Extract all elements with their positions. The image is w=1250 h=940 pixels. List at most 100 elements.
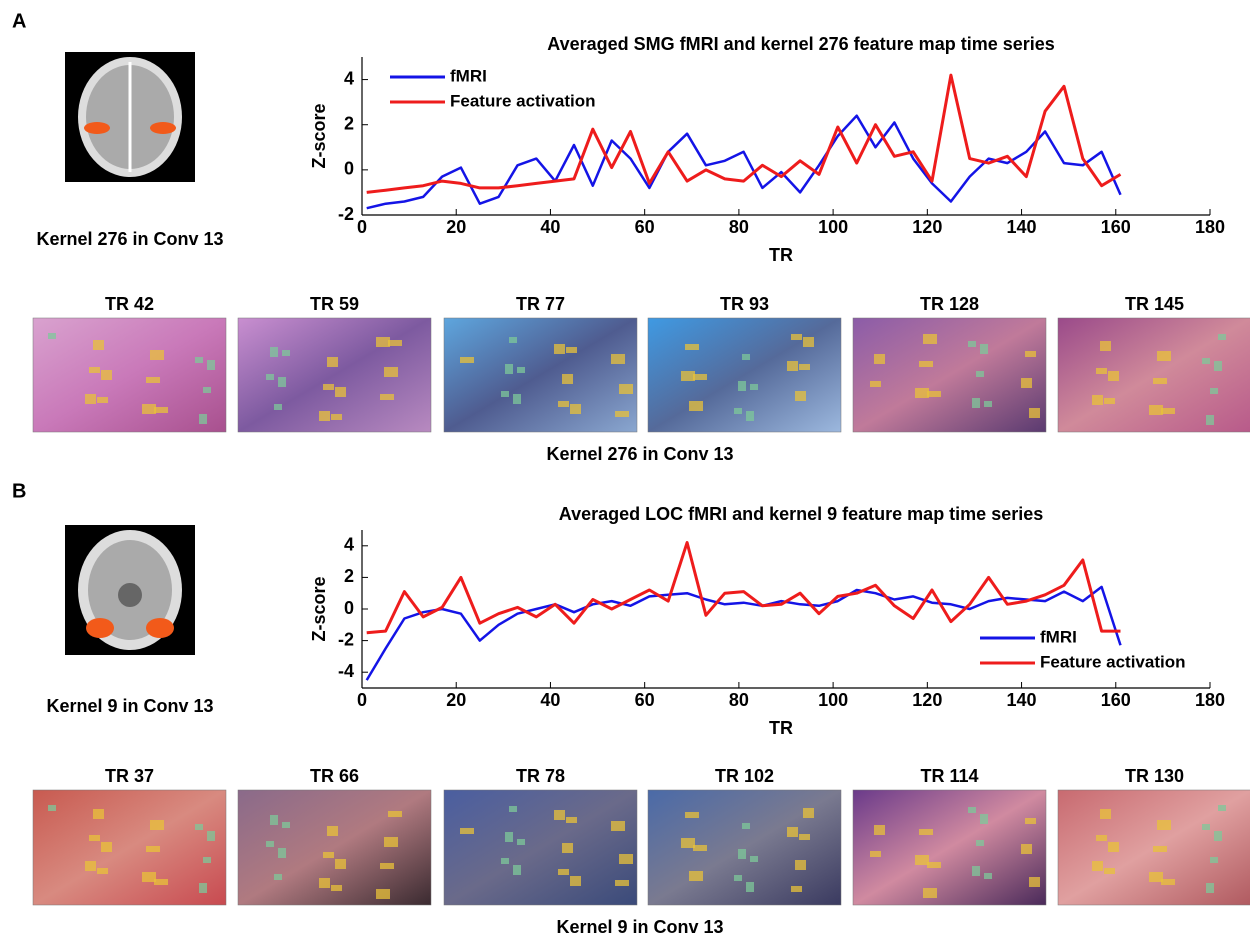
y-tick-label: 4 — [344, 535, 354, 555]
activation-patch — [388, 811, 402, 817]
series-line — [365, 585, 1122, 681]
activation-patch — [331, 414, 342, 420]
x-tick-label: 40 — [540, 690, 560, 710]
activation-patch — [915, 855, 929, 865]
y-axis-label: Z-score — [309, 576, 329, 641]
x-tick-label: 0 — [357, 217, 367, 237]
frame-label: TR 66 — [310, 766, 359, 786]
frame-label: TR 42 — [105, 294, 154, 314]
activation-patch — [1100, 341, 1111, 351]
activation-patch — [89, 367, 100, 373]
activation-patch — [505, 364, 513, 374]
activation-patch — [319, 878, 330, 888]
activation-patch — [1149, 872, 1163, 882]
video-frame — [32, 317, 227, 433]
y-tick-label: -2 — [338, 629, 354, 649]
activation-patch — [388, 340, 402, 346]
activation-patch — [611, 354, 625, 364]
activation-patch — [976, 371, 984, 377]
activation-patch — [795, 860, 806, 870]
frame-label: TR 128 — [920, 294, 979, 314]
activation-patch — [874, 354, 885, 364]
activation-patch — [323, 384, 334, 390]
brain-caption: Kernel 9 in Conv 13 — [46, 696, 213, 716]
activation-patch — [1206, 883, 1214, 893]
activation-patch — [972, 398, 980, 408]
activation-patch — [750, 856, 758, 862]
activation-patch — [154, 407, 168, 413]
activation-patch — [513, 865, 521, 875]
frame-label: TR 130 — [1125, 766, 1184, 786]
activation-patch — [323, 852, 334, 858]
activation-patch — [1021, 378, 1032, 388]
activation-patch — [923, 334, 937, 344]
activation-patch — [266, 374, 274, 380]
activation-patch — [154, 879, 168, 885]
activation-patch — [554, 344, 565, 354]
activation-patch — [799, 364, 810, 370]
activation-patch — [968, 341, 976, 347]
activation-patch — [501, 391, 509, 397]
activation-patch — [195, 357, 203, 363]
chart-title: Averaged SMG fMRI and kernel 276 feature… — [547, 34, 1055, 54]
video-frame — [647, 789, 842, 906]
activation-patch — [1100, 809, 1111, 819]
activation-patch — [460, 828, 474, 834]
video-frame — [443, 317, 638, 433]
activation-patch — [150, 820, 164, 830]
activation-patch — [270, 815, 278, 825]
activation-patch — [738, 381, 746, 391]
x-tick-label: 80 — [729, 690, 749, 710]
activation-patch — [980, 344, 988, 354]
activation-patch — [611, 821, 625, 831]
activation-patch — [274, 874, 282, 880]
activation-patch — [1025, 818, 1036, 824]
activation-patch — [693, 374, 707, 380]
activation-patch — [919, 829, 933, 835]
activation-patch — [972, 866, 980, 876]
y-tick-label: 0 — [344, 159, 354, 179]
activation-patch — [380, 863, 394, 869]
frames-caption: Kernel 9 in Conv 13 — [556, 917, 723, 937]
activation-patch — [799, 834, 810, 840]
activation-patch — [1218, 334, 1226, 340]
activation-patch — [150, 350, 164, 360]
series-line — [366, 114, 1122, 210]
activation-patch — [750, 384, 758, 390]
activation-patch — [1161, 408, 1175, 414]
activation-patch — [915, 388, 929, 398]
y-tick-label: 0 — [344, 598, 354, 618]
activation-patch — [742, 354, 750, 360]
activation-patch — [1149, 405, 1163, 415]
activation-patch — [566, 347, 577, 353]
activation-patch — [689, 401, 703, 411]
activation-patch — [619, 384, 633, 394]
activation-patch — [146, 846, 160, 852]
activation-patch — [274, 404, 282, 410]
activation-patch — [335, 387, 346, 397]
activation-patch — [278, 377, 286, 387]
activation-patch — [282, 822, 290, 828]
x-tick-label: 160 — [1101, 217, 1131, 237]
activation-patch — [89, 835, 100, 841]
activation-patch — [97, 397, 108, 403]
activation-patch — [870, 381, 881, 387]
activation-patch — [693, 845, 707, 851]
activation-patch — [1108, 842, 1119, 852]
activation-patch — [562, 843, 573, 853]
x-tick-label: 160 — [1101, 690, 1131, 710]
legend-label: Feature activation — [450, 91, 596, 110]
panel-label: A — [12, 10, 26, 32]
activation-patch — [870, 851, 881, 857]
activation-patch — [517, 839, 525, 845]
frame-label: TR 59 — [310, 294, 359, 314]
x-axis-label: TR — [769, 718, 793, 738]
x-tick-label: 0 — [357, 690, 367, 710]
activation-patch — [1096, 835, 1107, 841]
activation-patch — [570, 876, 581, 886]
activation-patch — [501, 858, 509, 864]
activation-patch — [923, 888, 937, 898]
activation-patch — [681, 838, 695, 848]
activation-patch — [689, 871, 703, 881]
